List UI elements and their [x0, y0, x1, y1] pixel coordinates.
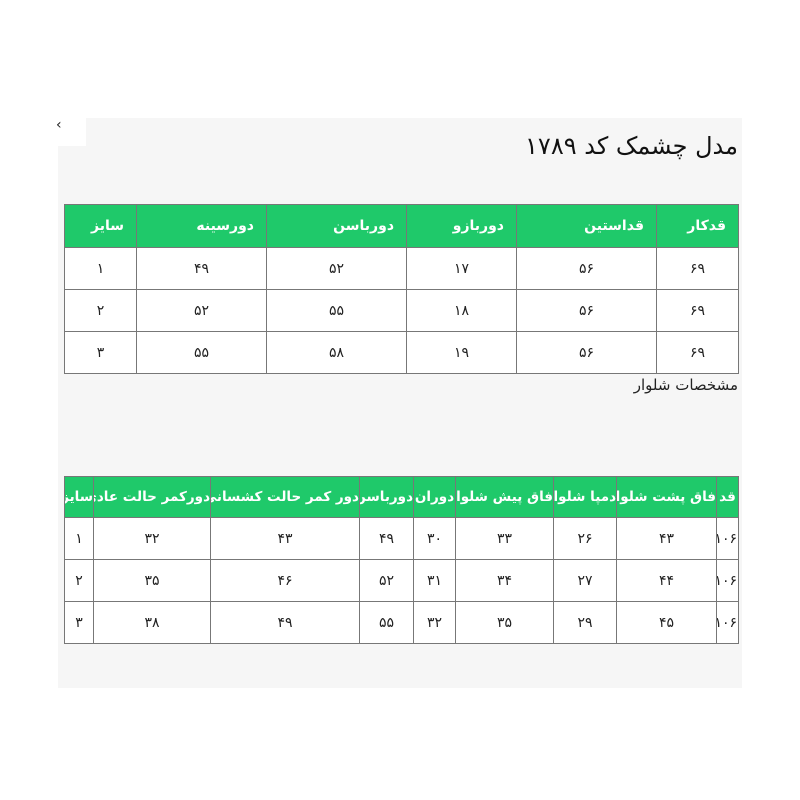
- table-cell: ۳۵: [455, 601, 554, 644]
- column-header: قدکار: [656, 204, 739, 248]
- table-row: ۶۹ ۵۶ ۱۷ ۵۲ ۴۹ ۱: [64, 247, 739, 290]
- table-cell: ۱۰۶: [716, 559, 739, 602]
- column-header: سایز: [64, 204, 137, 248]
- table-cell: ۱: [64, 517, 94, 560]
- table-cell: ۳: [64, 331, 137, 374]
- column-header: فاق پیش شلوار: [455, 476, 554, 518]
- table-cell: ۶۹: [656, 289, 739, 332]
- table-cell: ۳: [64, 601, 94, 644]
- table-row: ۶۹ ۵۶ ۱۹ ۵۸ ۵۵ ۳: [64, 331, 739, 374]
- table-cell: ۱۷: [406, 247, 517, 290]
- column-header: دورباسن: [266, 204, 407, 248]
- table-cell: ۵۵: [359, 601, 414, 644]
- table-cell: ۵۶: [516, 331, 657, 374]
- table-row: ۱۰۶ ۴۵ ۲۹ ۳۵ ۳۲ ۵۵ ۴۹ ۳۸ ۳: [64, 601, 739, 644]
- table-cell: ۱۹: [406, 331, 517, 374]
- size-table: قدکار قداستین دوربازو دورباسن دورسینه سایز ۶۹…: [64, 204, 739, 374]
- column-header: قداستین: [516, 204, 657, 248]
- column-header: دورباسن: [359, 476, 414, 518]
- table-cell: ۵۲: [136, 289, 267, 332]
- table-cell: ۶۹: [656, 247, 739, 290]
- table-cell: ۵۸: [266, 331, 407, 374]
- table-cell: ۲: [64, 559, 94, 602]
- table-cell: ۴۶: [210, 559, 360, 602]
- table-cell: ۳۲: [93, 517, 211, 560]
- table-cell: ۱۰۶: [716, 517, 739, 560]
- table-cell: ۵۲: [359, 559, 414, 602]
- column-header: سایز: [64, 476, 94, 518]
- table-cell: ۴۹: [359, 517, 414, 560]
- table-cell: ۵۶: [516, 247, 657, 290]
- column-header: دورکمر حالت عادی: [93, 476, 211, 518]
- table-cell: ۲۹: [553, 601, 617, 644]
- table-row: ۶۹ ۵۶ ۱۸ ۵۵ ۵۲ ۲: [64, 289, 739, 332]
- chevron-left-icon[interactable]: ‹: [50, 110, 86, 146]
- table-cell: ۲۷: [553, 559, 617, 602]
- column-header: دور کمر حالت کشسانی: [210, 476, 360, 518]
- table-cell: ۴۹: [136, 247, 267, 290]
- table-cell: ۴۳: [210, 517, 360, 560]
- table-cell: ۳۲: [413, 601, 456, 644]
- table-cell: ۲: [64, 289, 137, 332]
- table-cell: ۲۶: [553, 517, 617, 560]
- table-cell: ۴۳: [616, 517, 717, 560]
- column-header: دورسینه: [136, 204, 267, 248]
- column-header: فاق پشت شلوار: [616, 476, 717, 518]
- pants-section-label: مشخصات شلوار: [633, 376, 738, 394]
- page-title: مدل چشمک کد ۱۷۸۹: [525, 132, 738, 160]
- table-cell: ۵۵: [266, 289, 407, 332]
- table-cell: ۳۵: [93, 559, 211, 602]
- column-header: قد: [716, 476, 739, 518]
- table-row: ۱۰۶ ۴۴ ۲۷ ۳۴ ۳۱ ۵۲ ۴۶ ۳۵ ۲: [64, 559, 739, 602]
- table-cell: ۴۹: [210, 601, 360, 644]
- table-cell: ۶۹: [656, 331, 739, 374]
- table-cell: ۳۸: [93, 601, 211, 644]
- table-cell: ۵۶: [516, 289, 657, 332]
- table-cell: ۱۰۶: [716, 601, 739, 644]
- table-cell: ۵۲: [266, 247, 407, 290]
- table-row: ۱۰۶ ۴۳ ۲۶ ۳۳ ۳۰ ۴۹ ۴۳ ۳۲ ۱: [64, 517, 739, 560]
- table-cell: ۳۱: [413, 559, 456, 602]
- table-cell: ۳۴: [455, 559, 554, 602]
- table-cell: ۱۸: [406, 289, 517, 332]
- table-cell: ۱: [64, 247, 137, 290]
- column-header: دوربازو: [406, 204, 517, 248]
- table-cell: ۵۵: [136, 331, 267, 374]
- table-cell: ۴۴: [616, 559, 717, 602]
- table-cell: ۳۳: [455, 517, 554, 560]
- table-cell: ۴۵: [616, 601, 717, 644]
- table-cell: ۳۰: [413, 517, 456, 560]
- column-header: دمپا شلوار: [553, 476, 617, 518]
- column-header: دوران: [413, 476, 456, 518]
